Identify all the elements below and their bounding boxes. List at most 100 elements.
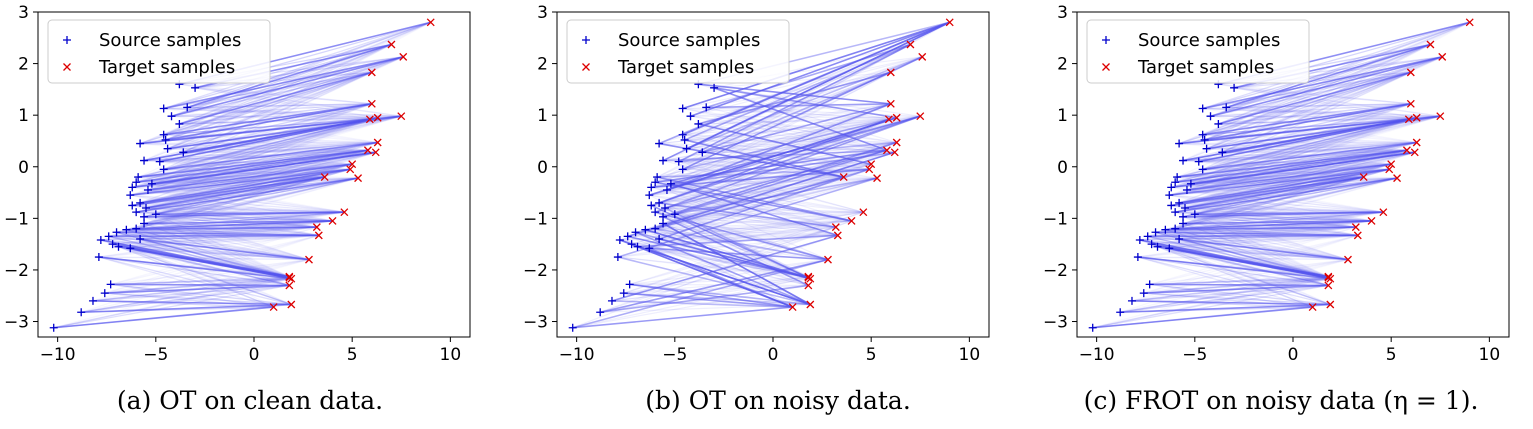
coupling-line xyxy=(674,149,888,215)
coupling-line xyxy=(658,118,890,204)
legend: Source samples Target samples xyxy=(566,19,790,84)
coupling-line xyxy=(1202,141,1417,171)
coupling-line xyxy=(627,151,895,238)
coupling-line xyxy=(686,56,923,150)
coupling-line xyxy=(136,141,378,213)
coupling-line xyxy=(600,234,838,313)
coupling-line xyxy=(1177,141,1417,178)
source-point xyxy=(136,234,145,243)
coupling-line xyxy=(179,71,373,125)
coupling-line xyxy=(136,177,359,213)
coupling-line xyxy=(682,107,897,119)
coupling-line xyxy=(1120,303,1331,314)
coupling-line xyxy=(118,234,319,248)
coupling-line xyxy=(179,103,372,125)
coupling-line xyxy=(1137,256,1313,308)
coupling-line xyxy=(670,56,923,185)
coupling-line xyxy=(163,107,378,144)
coupling-line xyxy=(655,151,895,213)
source-point xyxy=(710,83,719,92)
coupling-line xyxy=(1204,71,1412,141)
coupling-line xyxy=(1171,151,1415,189)
coupling-line xyxy=(1178,103,1411,145)
source-point xyxy=(662,185,671,194)
coupling-line xyxy=(657,163,872,178)
coupling-line xyxy=(674,163,872,215)
coupling-line xyxy=(702,56,923,153)
coupling-line xyxy=(165,43,392,141)
coupling-line xyxy=(136,211,345,230)
coupling-line xyxy=(1198,56,1443,163)
coupling-line xyxy=(1175,211,1384,230)
coupling-line xyxy=(155,177,359,215)
coupling-line xyxy=(617,256,809,278)
coupling-line xyxy=(163,117,378,170)
coupling-line xyxy=(1186,141,1417,191)
coupling-line xyxy=(666,115,921,191)
coupling-line xyxy=(1194,176,1364,215)
coupling-line xyxy=(163,71,373,136)
coupling-line xyxy=(1137,256,1331,306)
coupling-line xyxy=(1155,177,1398,233)
coupling-line xyxy=(147,115,402,191)
y-tick-label: −3 xyxy=(1043,313,1068,333)
coupling-line xyxy=(139,151,376,204)
coupling-line xyxy=(155,149,369,215)
coupling-line xyxy=(159,149,368,163)
coupling-line xyxy=(167,56,404,150)
source-point xyxy=(1161,225,1170,234)
coupling-line xyxy=(1194,151,1415,215)
coupling-line xyxy=(53,278,292,329)
coupling-line xyxy=(130,247,290,287)
coupling-line xyxy=(145,141,378,209)
coupling-line xyxy=(1165,168,1390,231)
source-point xyxy=(128,183,137,192)
coupling-line xyxy=(664,149,888,209)
coupling-line xyxy=(617,256,811,306)
coupling-line xyxy=(104,258,310,294)
coupling-line xyxy=(139,168,351,204)
source-point xyxy=(1173,173,1182,182)
coupling-line xyxy=(631,243,811,280)
coupling-line xyxy=(1171,151,1415,207)
coupling-line xyxy=(658,21,951,145)
legend-target-label: Target samples xyxy=(98,57,235,78)
coupling-line xyxy=(1149,226,1357,286)
coupling-line xyxy=(1206,103,1411,150)
coupling-line xyxy=(1218,83,1441,117)
coupling-line xyxy=(1139,211,1384,241)
coupling-line xyxy=(713,87,888,152)
coupling-line xyxy=(110,283,290,287)
coupling-line xyxy=(1186,118,1410,191)
target-point xyxy=(788,303,797,312)
coupling-line xyxy=(183,71,373,153)
coupling-line xyxy=(163,103,373,170)
coupling-line xyxy=(179,83,372,105)
coupling-line xyxy=(690,115,895,153)
coupling-line xyxy=(659,202,852,222)
source-point xyxy=(175,119,184,128)
coupling-line xyxy=(136,168,351,230)
coupling-line xyxy=(126,229,292,280)
coupling-line xyxy=(1178,151,1415,204)
coupling-line xyxy=(1171,177,1398,207)
coupling-line xyxy=(136,151,376,213)
coupling-line xyxy=(1176,115,1441,178)
coupling-line xyxy=(617,256,811,306)
coupling-line xyxy=(139,238,274,308)
target-point xyxy=(886,68,895,77)
coupling-line xyxy=(619,220,852,241)
coupling-line xyxy=(649,211,864,249)
coupling-line xyxy=(183,149,368,153)
coupling-line xyxy=(1226,106,1441,117)
coupling-line xyxy=(108,176,325,238)
target-point xyxy=(806,300,815,309)
target-point xyxy=(884,115,893,124)
coupling-line xyxy=(655,228,838,236)
source-point xyxy=(1179,219,1188,228)
coupling-line xyxy=(1202,107,1417,144)
coupling-line xyxy=(147,141,378,191)
coupling-line xyxy=(714,71,891,89)
source-point xyxy=(1167,201,1176,210)
coupling-line xyxy=(159,103,372,163)
